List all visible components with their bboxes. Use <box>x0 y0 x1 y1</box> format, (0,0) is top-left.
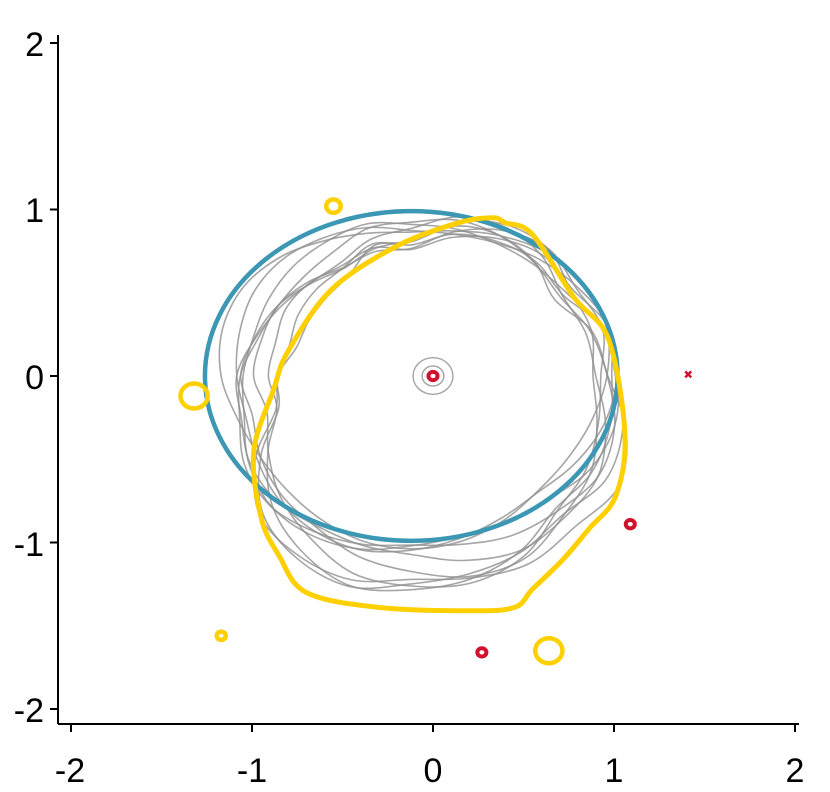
x-tick-label: 1 <box>605 752 624 790</box>
y-tick-label: 1 <box>25 192 44 230</box>
yellow-loop-marker <box>178 381 210 411</box>
y-tick-label: 2 <box>25 26 44 64</box>
gray-contour-layer <box>218 216 628 592</box>
gray-contour-line <box>237 218 616 547</box>
yellow-loop-marker <box>214 629 229 643</box>
yellow-loop-marker <box>533 635 565 666</box>
blue-ellipse-line <box>202 208 620 544</box>
gray-contour-line <box>266 235 614 592</box>
y-tick-label: 0 <box>25 359 44 397</box>
y-tick-label: -2 <box>14 692 44 730</box>
gray-contour-line <box>412 356 454 396</box>
yellow-loop-marker <box>323 197 343 216</box>
x-tick-label: -1 <box>237 752 267 790</box>
x-tick-label: 0 <box>424 752 443 790</box>
x-tick-label: -2 <box>55 752 85 790</box>
red-loop-marker <box>623 518 637 531</box>
series-layer <box>178 197 693 666</box>
yellow-contour-line <box>250 215 628 614</box>
gray-contour-line <box>421 365 445 387</box>
x-tick-label: 2 <box>786 752 805 790</box>
y-tick-label: -1 <box>14 526 44 564</box>
tick-marks <box>50 42 796 732</box>
gray-contour-line <box>252 228 605 588</box>
red-loop-marker <box>475 646 489 659</box>
axes <box>57 35 799 725</box>
red-loop-marker <box>426 369 440 383</box>
red-cross-marker <box>684 370 693 379</box>
